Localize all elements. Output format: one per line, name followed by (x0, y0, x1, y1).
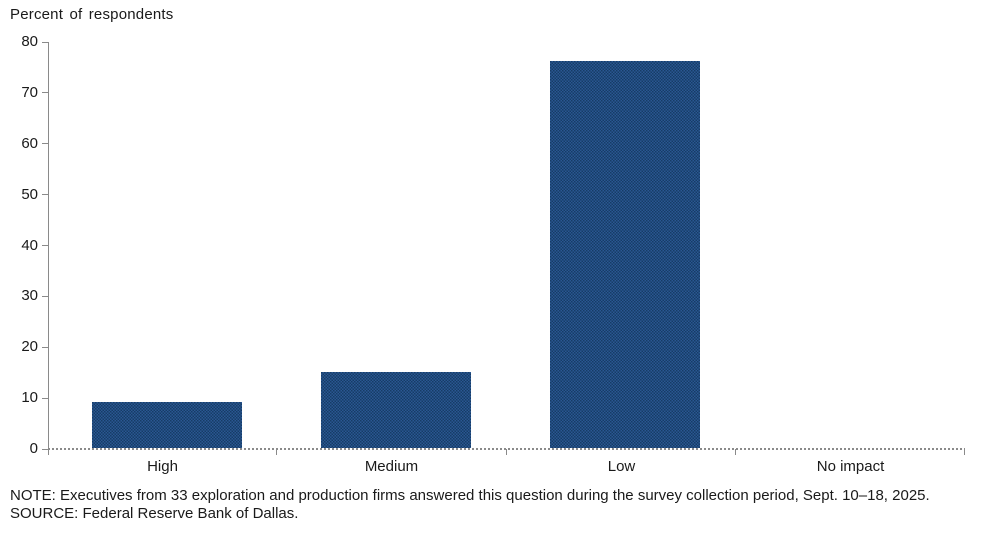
source-text: SOURCE: Federal Reserve Bank of Dallas. (10, 505, 299, 522)
bar-low (550, 61, 700, 448)
x-category-label-no-impact: No impact (816, 458, 885, 475)
y-tick-0 (42, 448, 48, 450)
y-tick-label-50: 50 (21, 185, 38, 203)
bar-medium (321, 372, 471, 448)
x-tick-2 (506, 449, 507, 455)
y-tick-label-30: 30 (21, 287, 38, 305)
y-tick-50 (42, 194, 48, 196)
y-tick-80 (42, 41, 48, 43)
x-category-label-low: Low (607, 458, 636, 475)
y-tick-label-80: 80 (21, 33, 38, 50)
footnotes: NOTE: Executives from 33 exploration and… (10, 487, 990, 523)
x-tick-3 (735, 449, 736, 455)
x-tick-1 (276, 449, 277, 455)
y-tick-70 (42, 92, 48, 94)
x-category-label-high: High (147, 458, 178, 475)
y-tick-10 (42, 397, 48, 399)
y-axis (48, 42, 49, 455)
y-tick-label-20: 20 (21, 338, 38, 356)
y-tick-60 (42, 143, 48, 145)
bar-high (92, 402, 242, 448)
x-category-label-medium: Medium (364, 458, 419, 475)
y-tick-30 (42, 295, 48, 297)
plot-area: 0 10 20 30 40 50 60 70 80 High Medium Low No impact (21, 33, 965, 475)
chart-title: Percent of respondents (10, 6, 174, 23)
y-tick-label-10: 10 (21, 389, 38, 407)
y-tick-label-70: 70 (21, 83, 38, 101)
y-tick-label-40: 40 (21, 236, 38, 254)
y-tick-20 (42, 346, 48, 348)
y-tick-40 (42, 245, 48, 246)
y-tick-label-0: 0 (29, 440, 38, 457)
x-tick-4 (964, 449, 965, 455)
note-text: NOTE: Executives from 33 exploration and… (10, 487, 930, 504)
y-tick-label-60: 60 (21, 134, 38, 152)
